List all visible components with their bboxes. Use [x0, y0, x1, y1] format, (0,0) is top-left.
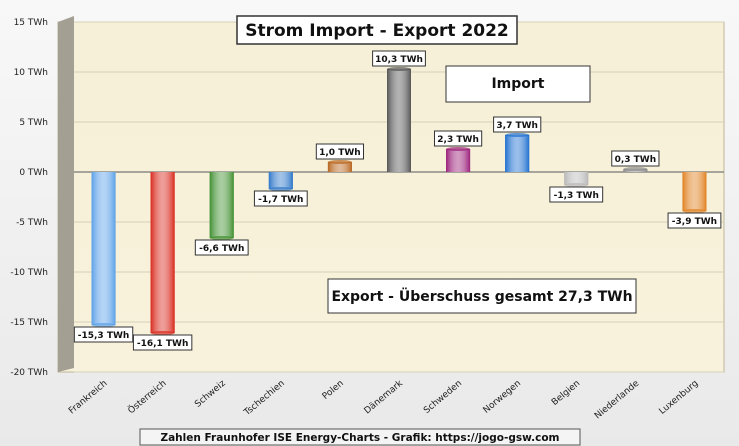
export-annotation: Export - Überschuss gesamt 27,3 TWh: [331, 287, 632, 305]
y-tick-label: 5 TWh: [19, 118, 48, 128]
y-tick-label: 15 TWh: [14, 18, 48, 28]
x-axis: Frankreich Österreich Schweiz Tschechien Pol…: [67, 378, 700, 422]
bar-shade: [327, 162, 352, 172]
data-label: 3,7 TWh: [496, 121, 538, 131]
data-label-box: [132, 334, 193, 351]
data-label-box: [372, 50, 426, 67]
category-label: Luxenburg: [658, 379, 701, 417]
bar-shade: [505, 135, 530, 172]
y-tick-label: -15 TWh: [10, 318, 48, 328]
data-label: -3,9 TWh: [672, 217, 717, 227]
y-tick-label: -10 TWh: [10, 268, 48, 278]
category-label: Österreich: [126, 378, 169, 416]
import-annotation: Import: [491, 76, 544, 92]
bar-cap: [387, 67, 411, 71]
y-tick-label: -5 TWh: [16, 218, 48, 228]
bar-cap: [505, 133, 530, 137]
category-label: Niederlande: [593, 378, 642, 421]
bar-cap: [150, 331, 175, 335]
category-label: Frankreich: [67, 379, 109, 417]
bar-shade: [564, 172, 589, 185]
bar-shade: [682, 172, 707, 211]
bar-cap: [446, 147, 471, 151]
data-label-box: [253, 190, 308, 207]
data-label-box: [433, 130, 483, 147]
category-label: Dänemark: [363, 378, 406, 416]
bars: [91, 67, 707, 335]
source-text: Zahlen Fraunhofer ISE Energy-Charts - Gr…: [160, 432, 559, 444]
source-box: [139, 428, 581, 446]
chart-title: Strom Import - Export 2022: [245, 21, 509, 41]
category-label: Belgien: [550, 379, 582, 408]
category-label: Tschechien: [242, 379, 287, 419]
export-box: [327, 278, 637, 314]
data-label-box: [194, 239, 249, 256]
bar-cap: [91, 323, 116, 327]
bar-shade: [91, 172, 116, 325]
data-label: -1,3 TWh: [554, 191, 599, 201]
bar-shade: [446, 149, 471, 172]
category-label: Schweden: [422, 379, 464, 416]
title-box: [236, 15, 518, 45]
bar-cap: [268, 187, 293, 191]
data-label-box: [315, 143, 365, 160]
bar-cap: [327, 160, 352, 164]
data-label: -6,6 TWh: [199, 244, 244, 254]
category-label: Schweiz: [193, 378, 228, 409]
data-label: 10,3 TWh: [375, 55, 423, 65]
data-label: -15,3 TWh: [78, 331, 130, 341]
y-tick-label: -20 TWh: [10, 368, 48, 378]
bar-shade: [209, 172, 234, 238]
category-label: Norwegen: [482, 379, 524, 416]
y-tick-label: 10 TWh: [14, 68, 48, 78]
category-label: Polen: [321, 379, 346, 402]
bar-shade: [150, 172, 175, 333]
data-labels: -15,3 TWh -16,1 TWh -6,6 TWh -1,7 TWh 1,0 TW…: [73, 50, 722, 351]
bar-shade: [268, 172, 293, 189]
bar-cap: [623, 167, 648, 171]
bar-cap: [682, 209, 707, 213]
data-label-box: [611, 150, 660, 167]
data-label-box: [667, 212, 722, 229]
data-label: 1,0 TWh: [319, 148, 361, 158]
bar-cap: [209, 236, 234, 240]
bar-cap: [564, 183, 589, 187]
data-label: -16,1 TWh: [137, 339, 189, 349]
data-label-box: [73, 326, 134, 343]
data-label: 0,3 TWh: [615, 155, 657, 165]
data-label-box: [493, 116, 542, 133]
bar-shade: [387, 69, 411, 172]
data-label: 2,3 TWh: [437, 135, 479, 145]
y-tick-label: 0 TWh: [19, 168, 48, 178]
y-axis: -20 TWh -15 TWh -10 TWh -5 TWh 0 TWh 5 TWh 10 …: [10, 18, 48, 378]
import-box: [445, 65, 591, 103]
data-label-box: [549, 186, 604, 203]
chart-wall: [58, 16, 74, 372]
data-label: -1,7 TWh: [258, 195, 303, 205]
